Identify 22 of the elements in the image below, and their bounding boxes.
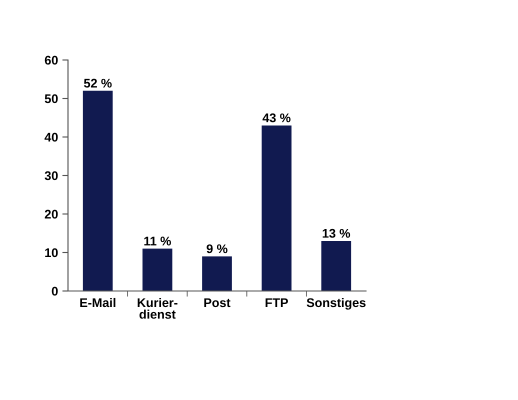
x-tick-label: E-Mail [80, 298, 116, 308]
x-tick-label: Kurier- dienst [138, 298, 178, 319]
y-tick-label: 20 [44, 210, 58, 219]
data-label: 9 % [206, 244, 228, 254]
y-tick-label: 10 [45, 248, 58, 258]
bar [262, 125, 292, 291]
y-tick-label: 60 [44, 56, 58, 65]
x-tick-label: Post [204, 298, 230, 308]
bar [82, 90, 113, 291]
bar [142, 248, 172, 291]
data-label: 43 % [262, 113, 291, 122]
bar [202, 256, 232, 291]
x-tick-label: FTP [266, 298, 288, 308]
y-tick-label: 0 [52, 286, 58, 296]
data-label: 13 % [322, 228, 350, 238]
y-tick-label: 50 [44, 94, 58, 104]
data-label: 52 % [84, 78, 112, 88]
x-tick-label: Sonstiges [306, 298, 366, 310]
y-tick-label: 30 [44, 171, 58, 180]
y-tick-label: 40 [44, 132, 58, 142]
bar [321, 240, 352, 291]
data-label: 11 % [144, 236, 171, 246]
